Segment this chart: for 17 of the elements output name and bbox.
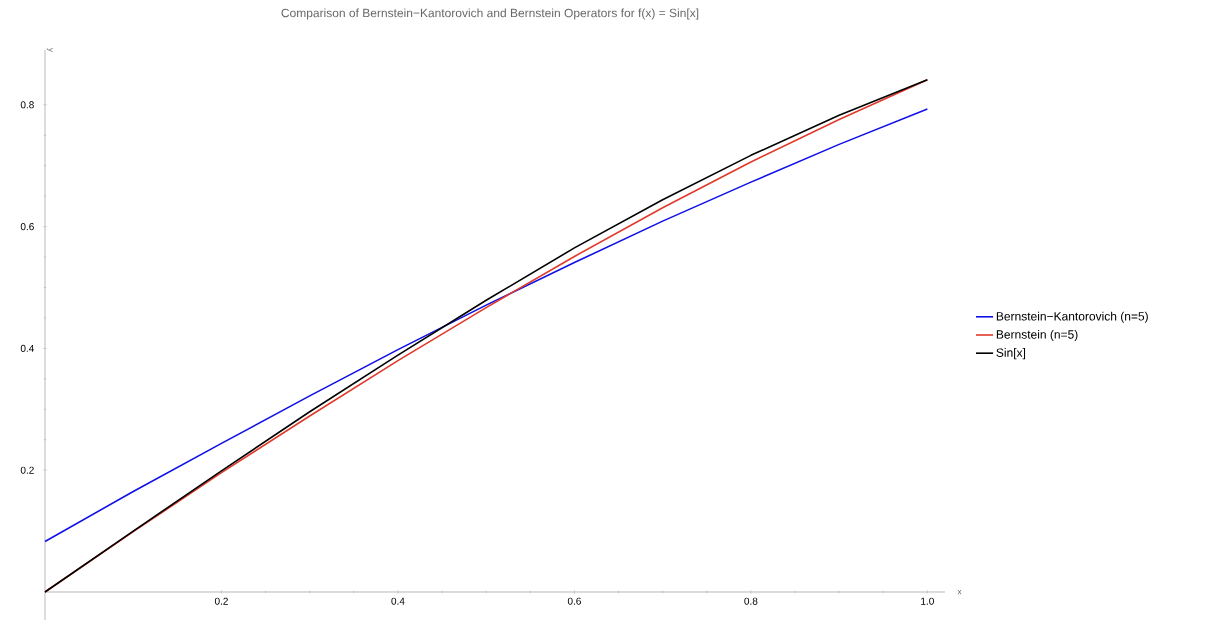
chart-title: Comparison of Bernstein−Kantorovich and Bernstein Operators for f(x) = Sin[x] <box>281 8 699 20</box>
x-tick-label: 1.0 <box>921 597 934 605</box>
y-tick-label: 0.2 <box>20 466 34 474</box>
x-tick-label: 0.4 <box>391 597 405 605</box>
x-tick-label: 0.6 <box>567 597 581 605</box>
x-tick-label: 0.2 <box>214 597 228 605</box>
legend-label: Bernstein−Kantorovich (n=5) <box>996 311 1148 323</box>
legend-label: Bernstein (n=5) <box>996 329 1078 342</box>
x-axis-title: x <box>957 589 962 595</box>
line-series <box>44 79 929 593</box>
y-axis-title: y <box>46 48 53 52</box>
x-tick-label: 0.8 <box>744 597 758 605</box>
y-tick-label: 0.4 <box>20 344 35 352</box>
legend-label: Sin[x] <box>996 348 1026 360</box>
y-tick-label: 0.6 <box>20 223 34 231</box>
y-tick-label: 0.8 <box>20 101 34 109</box>
line-series <box>44 108 929 543</box>
